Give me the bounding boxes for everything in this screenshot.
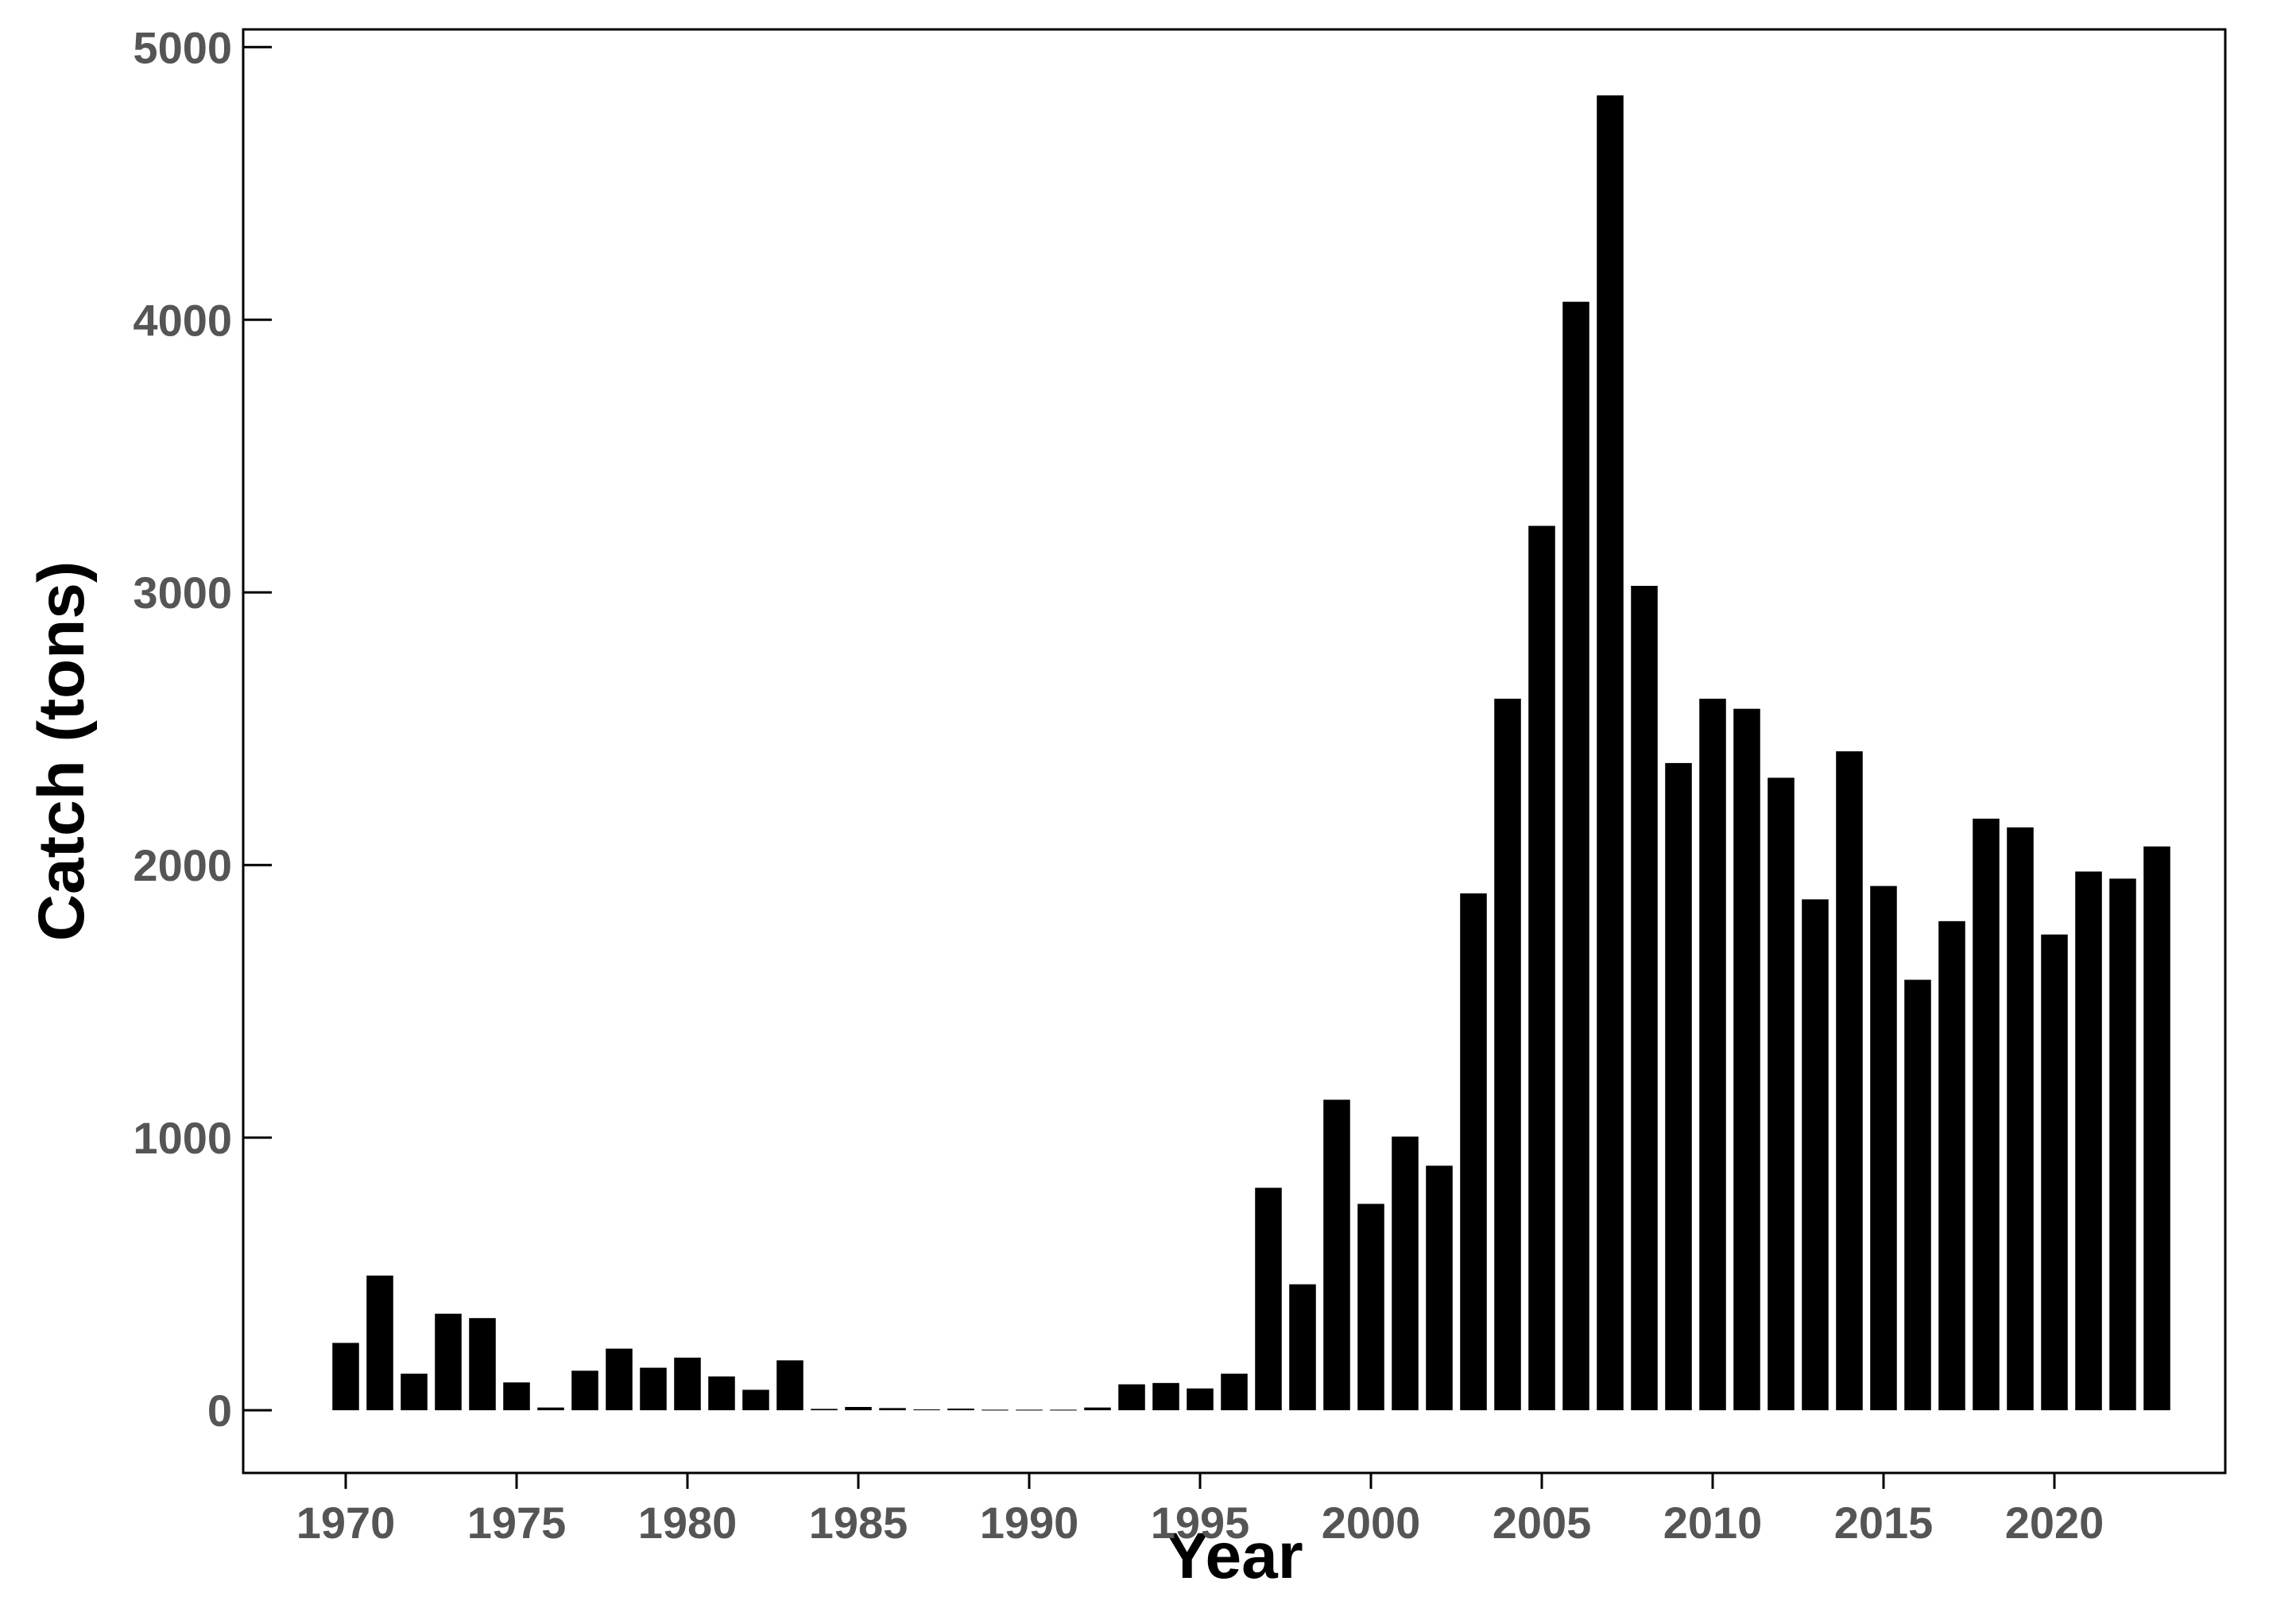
bar — [1494, 698, 1521, 1411]
bar — [1392, 1136, 1419, 1411]
x-tick-label: 1985 — [809, 1498, 908, 1548]
bar — [401, 1374, 428, 1411]
bar — [1767, 777, 1795, 1411]
bar — [1802, 899, 1829, 1411]
bar — [1152, 1382, 1179, 1411]
x-tick-label: 1970 — [296, 1498, 396, 1548]
bar — [1665, 762, 1692, 1411]
bar — [947, 1409, 974, 1411]
x-tick-label: 1990 — [980, 1498, 1079, 1548]
bar — [879, 1408, 906, 1411]
bar — [1118, 1384, 1145, 1411]
y-tick-label: 1000 — [133, 1113, 232, 1163]
bar — [1528, 525, 1555, 1411]
bar — [1221, 1374, 1248, 1411]
bar — [2007, 827, 2034, 1411]
y-tick-label: 5000 — [133, 22, 232, 72]
bar — [1699, 698, 1726, 1411]
x-tick-label: 1975 — [467, 1498, 567, 1548]
plot-frame — [242, 28, 2227, 1475]
bar — [1904, 979, 1931, 1411]
bar — [1289, 1284, 1316, 1411]
bar — [811, 1409, 838, 1411]
bar — [1255, 1188, 1282, 1411]
x-tick-label: 2000 — [1322, 1498, 1421, 1548]
bar — [674, 1357, 701, 1411]
bar — [1016, 1409, 1043, 1411]
bar — [913, 1409, 940, 1411]
x-tick-label: 1980 — [638, 1498, 738, 1548]
bar — [1187, 1388, 1214, 1411]
bar — [708, 1376, 735, 1411]
bar — [2109, 878, 2136, 1411]
x-tick-label: 2005 — [1493, 1498, 1592, 1548]
bar — [776, 1360, 803, 1411]
bar — [640, 1367, 667, 1411]
x-tick-label: 2015 — [1834, 1498, 1934, 1548]
bar — [1836, 751, 1863, 1411]
bar — [2075, 871, 2102, 1411]
x-tick-label: 2020 — [2005, 1498, 2104, 1548]
bar — [845, 1407, 872, 1411]
bar — [1733, 708, 1760, 1411]
bar — [1562, 301, 1589, 1411]
bar — [2041, 934, 2068, 1411]
bar — [571, 1370, 598, 1411]
bar — [469, 1318, 496, 1411]
bar — [1050, 1409, 1077, 1411]
bar — [537, 1407, 564, 1411]
bar — [1323, 1099, 1350, 1411]
bar — [366, 1275, 393, 1411]
bar — [1597, 95, 1624, 1411]
y-axis-title: Catch (tons) — [25, 561, 98, 941]
y-tick-label: 2000 — [133, 840, 232, 890]
x-axis-title: Year — [1165, 1520, 1303, 1592]
bar — [982, 1409, 1009, 1411]
bar — [1938, 920, 1965, 1411]
bar — [332, 1343, 359, 1411]
y-tick-label: 0 — [207, 1386, 232, 1436]
x-tick-label: 2010 — [1663, 1498, 1763, 1548]
bar — [1084, 1407, 1111, 1411]
y-tick-label: 4000 — [133, 295, 232, 345]
bar — [742, 1389, 769, 1411]
bar — [2143, 846, 2170, 1411]
x-tick-label: 1995 — [1151, 1498, 1250, 1548]
bar — [1631, 585, 1658, 1411]
bar — [606, 1348, 633, 1411]
bar — [1870, 886, 1897, 1411]
bar — [1973, 818, 2000, 1411]
bar — [503, 1382, 530, 1411]
bar — [435, 1313, 462, 1411]
y-tick-label: 3000 — [133, 568, 232, 618]
bar — [1357, 1203, 1384, 1411]
bar — [1460, 893, 1487, 1411]
bar — [1426, 1165, 1453, 1411]
